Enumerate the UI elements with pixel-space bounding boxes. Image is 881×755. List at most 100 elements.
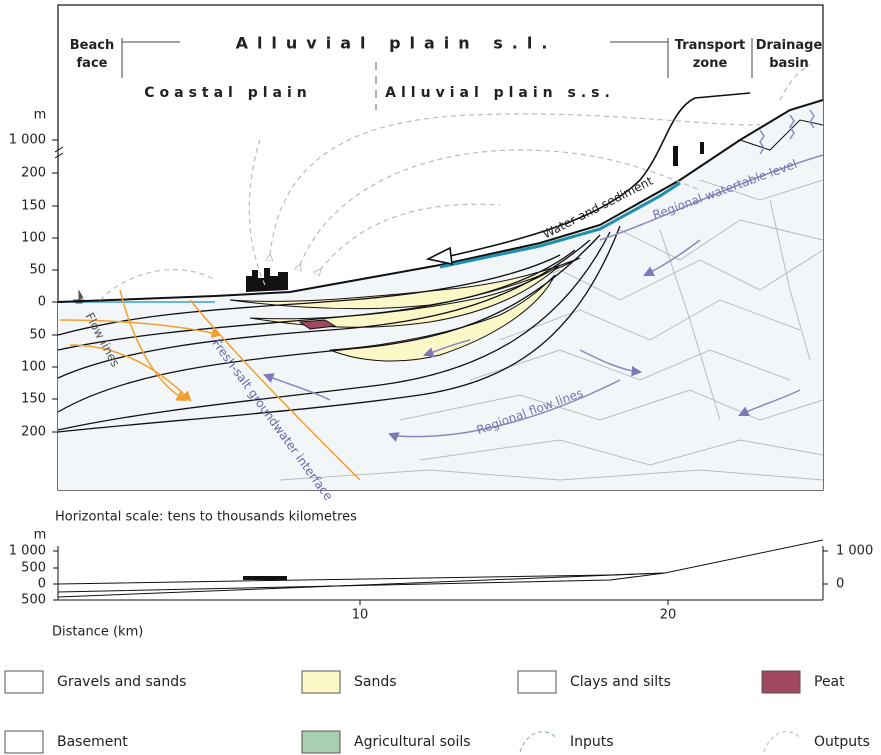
y-tick-label: 1 000 (9, 133, 46, 148)
tspan: basin (769, 56, 809, 71)
path (270, 113, 761, 255)
drainage-basin: Drainage basin (756, 38, 823, 71)
river (439, 181, 681, 269)
path (99, 269, 216, 301)
path (57, 539, 824, 585)
regional-flow (388, 379, 621, 442)
path (57, 234, 601, 413)
legend-swatch (763, 731, 801, 753)
x-tick-label: 20 (660, 608, 677, 623)
legend: Gravels and sands Sands Clays and silts Pea… (4, 670, 870, 754)
legend-label: Outputs (814, 734, 870, 750)
x-tick-label: 10 (352, 608, 369, 623)
path (57, 572, 666, 598)
legend-swatch (301, 730, 341, 754)
y-tick-label: 50 (29, 328, 46, 343)
path (57, 225, 621, 433)
path (769, 199, 811, 361)
path (229, 257, 581, 310)
regional-flow (643, 239, 701, 276)
coastal-plain: Coastal plain (144, 85, 312, 101)
building (673, 146, 678, 166)
tspan: zone (693, 56, 728, 71)
right-tick-label: 0 (836, 577, 844, 592)
hills (739, 119, 824, 151)
y-axis: 1 000 200 150 100 50 0 50 100 150 200 (9, 133, 58, 440)
y-tick-label: 150 (21, 199, 46, 214)
flow-line (59, 319, 223, 339)
alluvial-plain-ss: Alluvial plain s.s. (385, 85, 615, 101)
path (399, 389, 824, 421)
path (619, 219, 824, 261)
regional-flow (579, 349, 643, 377)
flow-line (69, 344, 192, 402)
flow-line (119, 289, 187, 402)
land-surface (57, 99, 824, 303)
y-tick-label: 100 (21, 360, 46, 375)
path (298, 319, 337, 330)
path (57, 249, 576, 351)
dashed-arcs (99, 64, 811, 301)
left-tick-label: 500 (21, 593, 46, 608)
tspan: Transport (675, 38, 745, 53)
left-tick-label: 0 (38, 577, 46, 592)
path (329, 274, 556, 362)
path (779, 64, 811, 101)
legend-swatch (517, 670, 557, 694)
legend-swatch (301, 670, 341, 694)
path (279, 469, 824, 481)
transport-zone: Transport zone (675, 38, 745, 71)
axis-break (54, 146, 64, 159)
path (499, 299, 801, 341)
arrowhead (425, 246, 453, 266)
profile-lines (57, 539, 824, 598)
legend-label: Gravels and sands (57, 674, 186, 690)
left-tick-label: 500 (21, 561, 46, 576)
path (320, 203, 501, 270)
profile-xlabel: Distance (km) (52, 625, 143, 640)
path (57, 254, 561, 336)
recharge (759, 109, 815, 155)
water-sediment-flow (449, 92, 751, 257)
building (700, 142, 704, 154)
y-tick-label: 150 (21, 392, 46, 407)
interface-line (189, 299, 361, 481)
legend-swatch (761, 670, 801, 694)
path (419, 439, 824, 466)
tspan: Drainage (756, 38, 823, 53)
right-tick-label: 1 000 (836, 544, 873, 559)
watertable-line (599, 154, 824, 241)
path (57, 572, 666, 593)
legend-swatch (4, 730, 44, 754)
profile-unit: m (34, 528, 47, 543)
path (469, 349, 791, 381)
legend-label: Agricultural soils (354, 734, 471, 750)
path (248, 139, 266, 286)
y-tick-label: 0 (38, 295, 46, 310)
beach-face: Beach face (70, 38, 114, 71)
y-tick-label: 100 (21, 231, 46, 246)
alluvial-plain-sl: Alluvial plain s.l. (236, 34, 557, 53)
regional-flow (423, 339, 471, 358)
tspan: face (77, 56, 108, 71)
regional-flow (263, 373, 331, 401)
tspan: Beach (70, 38, 114, 53)
path (300, 149, 701, 265)
path (699, 179, 824, 201)
legend-label: Basement (57, 734, 128, 750)
legend-label: Peat (814, 674, 845, 690)
profile-axes (53, 546, 828, 605)
legend-swatch (519, 731, 557, 753)
sediment-layers (57, 225, 621, 433)
legend-swatch (4, 670, 44, 694)
legend-label: Sands (354, 674, 397, 690)
path (57, 231, 611, 431)
y-unit: m (34, 108, 47, 123)
y-tick-label: 50 (29, 263, 46, 278)
legend-label: Clays and silts (570, 674, 671, 690)
city (246, 268, 288, 292)
y-tick-label: 200 (21, 166, 46, 181)
scale-note: Horizontal scale: tens to thousands kilo… (55, 510, 357, 525)
